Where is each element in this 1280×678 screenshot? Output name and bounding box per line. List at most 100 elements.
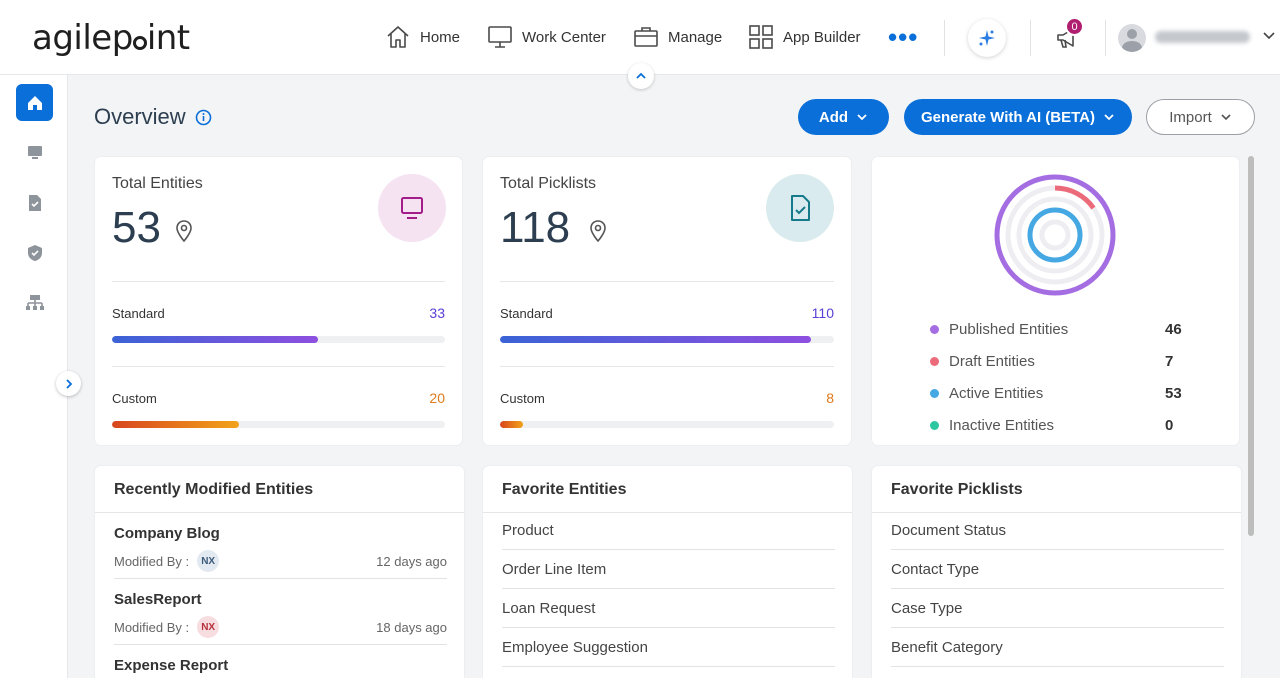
chevron-down-icon [1221, 114, 1231, 121]
add-button[interactable]: Add [798, 99, 889, 135]
total-picklists-count: 118 [500, 203, 571, 252]
legend-dot [930, 389, 939, 398]
favorite-entities-card: Favorite Entities Product Order Line Ite… [483, 466, 852, 678]
chevron-down-icon [857, 114, 867, 121]
expand-sidebar-button[interactable] [56, 371, 81, 396]
modified-meta: Modified By : NX 12 days ago [114, 550, 447, 572]
status-radial-chart [994, 174, 1116, 296]
chevron-right-icon [65, 378, 72, 389]
standard-label: Standard [112, 306, 165, 321]
standard-value: 110 [811, 305, 834, 321]
generate-with-ai-label: Generate With AI (BETA) [920, 108, 1096, 126]
sidebar-item-hierarchy[interactable] [16, 284, 53, 321]
custom-label: Custom [112, 391, 157, 406]
legend-value: 0 [1165, 417, 1174, 434]
sidebar-item-overview[interactable] [16, 84, 53, 121]
divider [500, 281, 834, 282]
legend-dot [930, 357, 939, 366]
legend-published: Published Entities [930, 321, 1068, 338]
list-item[interactable]: Document Status [891, 512, 1224, 550]
legend-label: Draft Entities [949, 353, 1035, 370]
legend-draft: Draft Entities [930, 353, 1035, 370]
picklist-icon-circle [766, 174, 834, 242]
sparkle-icon [979, 30, 995, 46]
custom-progress-bar [500, 421, 834, 428]
standard-progress-bar [112, 336, 445, 343]
user-avatar[interactable] [1118, 24, 1146, 52]
modified-by-label: Modified By : [114, 619, 190, 635]
legend-active: Active Entities [930, 385, 1043, 402]
card-title: Total Picklists [500, 175, 597, 192]
list-item[interactable]: Benefit Category [891, 629, 1224, 667]
modified-by-label: Modified By : [114, 553, 190, 569]
import-button[interactable]: Import [1146, 99, 1255, 135]
list-item[interactable]: Company Blog Modified By : NX 12 days ag… [114, 525, 447, 579]
modified-time: 18 days ago [376, 619, 447, 635]
divider [483, 512, 852, 513]
location-pin-icon[interactable] [175, 220, 193, 242]
monitor-icon [488, 26, 512, 48]
total-entities-count: 53 [112, 203, 161, 252]
list-item[interactable]: Case Type [891, 590, 1224, 628]
nav-app-builder[interactable]: App Builder [748, 24, 861, 50]
divider [95, 512, 464, 513]
user-name-blurred[interactable] [1155, 31, 1250, 43]
custom-progress-fill [500, 421, 524, 428]
recently-modified-card: Recently Modified Entities Company Blog … [95, 466, 464, 678]
nav-work-center[interactable]: Work Center [487, 24, 606, 50]
more-menu-icon[interactable]: ••• [888, 22, 919, 52]
divider [944, 20, 945, 56]
standard-progress-fill [112, 336, 319, 343]
nav-home[interactable]: Home [385, 24, 460, 50]
collapse-header-button[interactable] [628, 63, 654, 89]
custom-value: 20 [429, 390, 445, 406]
entity-name[interactable]: Expense Report [114, 657, 229, 674]
user-initials-chip: NX [197, 616, 220, 638]
legend-inactive: Inactive Entities [930, 417, 1054, 434]
scrollbar-thumb[interactable] [1248, 156, 1254, 536]
sidebar-item-entities[interactable] [16, 134, 53, 171]
list-item[interactable]: Order Line Item [502, 551, 835, 589]
list-item[interactable]: Expense Report [114, 657, 447, 678]
nav-manage[interactable]: Manage [633, 24, 722, 50]
list-item[interactable]: Employee Suggestion [502, 629, 835, 667]
published-ring [994, 174, 1116, 296]
custom-value: 8 [826, 390, 834, 406]
card-title: Favorite Entities [502, 481, 627, 498]
legend-value: 46 [1165, 321, 1182, 338]
card-title: Favorite Picklists [891, 481, 1023, 498]
location-pin-icon[interactable] [589, 220, 607, 242]
list-item[interactable]: Product [502, 512, 835, 550]
generate-with-ai-button[interactable]: Generate With AI (BETA) [904, 99, 1132, 135]
modified-meta: Modified By : NX 18 days ago [114, 616, 447, 638]
draft-ring [1005, 185, 1105, 285]
monitor-icon [27, 145, 42, 159]
megaphone-icon[interactable] [1055, 26, 1081, 50]
legend-dot [930, 421, 939, 430]
legend-value: 7 [1165, 353, 1174, 370]
list-item[interactable]: SalesReport Modified By : NX 18 days ago [114, 591, 447, 645]
legend-label: Published Entities [949, 321, 1069, 338]
sidebar-item-security[interactable] [16, 234, 53, 271]
custom-progress-bar [112, 421, 445, 428]
entity-name[interactable]: Company Blog [114, 525, 220, 542]
chevron-down-icon[interactable] [1262, 28, 1276, 42]
legend-dot [930, 325, 939, 334]
home-icon [27, 95, 42, 110]
favorite-picklists-card: Favorite Picklists Document Status Conta… [872, 466, 1241, 678]
list-item[interactable]: Loan Request [502, 590, 835, 628]
sidebar-item-picklists[interactable] [16, 184, 53, 221]
add-button-label: Add [818, 108, 849, 126]
notification-badge: 0 [1065, 17, 1084, 36]
agilepoint-logo[interactable]: agilep int [32, 18, 190, 58]
entity-icon-circle [378, 174, 446, 242]
legend-value: 53 [1165, 385, 1182, 402]
entity-status-card: Published Entities 46 Draft Entities 7 A… [872, 157, 1239, 445]
standard-progress-fill [500, 336, 811, 343]
document-check-icon [791, 195, 810, 221]
info-icon[interactable] [195, 109, 212, 126]
ai-assistant-button[interactable] [968, 19, 1006, 57]
entity-name[interactable]: SalesReport [114, 591, 202, 608]
nav-manage-label: Manage [668, 28, 723, 46]
list-item[interactable]: Contact Type [891, 551, 1224, 589]
